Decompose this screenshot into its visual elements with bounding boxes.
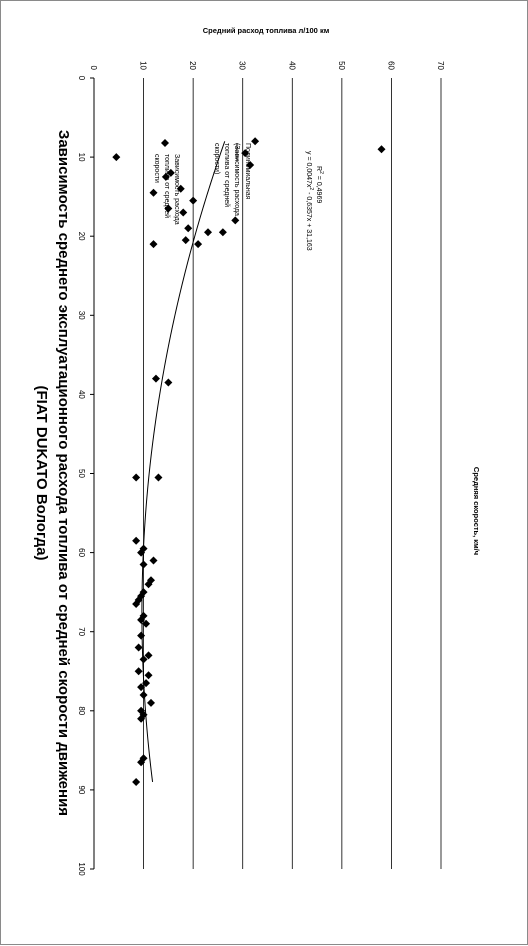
trend-line xyxy=(141,141,226,783)
data-point xyxy=(112,153,121,162)
x-axis-label: Средняя скорость, км/ч xyxy=(472,467,481,555)
data-point xyxy=(241,149,250,158)
grid-layer xyxy=(143,78,442,869)
y-tick-label: 30 xyxy=(238,61,247,70)
data-point xyxy=(142,619,151,628)
data-point xyxy=(139,655,148,664)
x-tick-label: 10 xyxy=(77,153,86,162)
data-point xyxy=(189,196,198,205)
data-point xyxy=(132,777,141,786)
x-tick-label: 90 xyxy=(77,785,86,794)
data-point xyxy=(144,651,153,660)
y-tick-label: 0 xyxy=(89,66,98,71)
data-point xyxy=(166,168,175,177)
data-point xyxy=(149,240,158,249)
x-tick-label: 70 xyxy=(77,627,86,636)
data-point xyxy=(147,698,156,707)
data-point xyxy=(251,137,260,146)
x-tick-label: 30 xyxy=(77,311,86,320)
data-point xyxy=(137,758,146,767)
data-point xyxy=(149,188,158,197)
trend-layer xyxy=(141,141,226,783)
x-tick-label: 40 xyxy=(77,390,86,399)
data-point xyxy=(164,378,173,387)
data-point xyxy=(164,204,173,213)
chart-rotated-group: Зависимость среднего эксплуатационного р… xyxy=(33,26,481,876)
data-point xyxy=(194,240,203,249)
y-tick-label: 50 xyxy=(337,61,346,70)
x-tick-label: 20 xyxy=(77,232,86,241)
legend: Зависимость расхода топлива от средней с… xyxy=(153,139,324,251)
x-tick-label: 80 xyxy=(77,706,86,715)
data-point xyxy=(161,172,170,181)
y-tick-label: 70 xyxy=(436,61,445,70)
data-point xyxy=(137,548,146,557)
x-tick-label: 60 xyxy=(77,548,86,557)
legend-marker-label: Зависимость расхода топлива от средней с… xyxy=(153,154,180,227)
legend-trend-label: Полиномиальная (Зависимость расхода топл… xyxy=(213,143,251,218)
data-point xyxy=(246,161,255,170)
point-layer xyxy=(112,137,386,786)
data-point xyxy=(154,473,163,482)
x-tick-label: 100 xyxy=(77,862,86,876)
trend-r-squared: R2 = 0,4969 xyxy=(315,166,324,203)
y-tick-label: 60 xyxy=(386,61,395,70)
data-point xyxy=(137,631,146,640)
tick-layer: 0 10 20 30 40 50 60 70 0 10 20 30 40 50 60 70 80 90 100 xyxy=(77,61,445,876)
data-point xyxy=(139,560,148,569)
chart-title: Зависимость среднего эксплуатационного р… xyxy=(55,130,72,816)
chart-subtitle: (FIAT DUKATO Вологда) xyxy=(33,386,50,561)
data-point xyxy=(134,667,143,676)
y-tick-label: 10 xyxy=(139,61,148,70)
data-point xyxy=(144,580,153,589)
data-point xyxy=(134,643,143,652)
data-point xyxy=(149,556,158,565)
axis-layer xyxy=(90,77,95,870)
y-tick-label: 20 xyxy=(188,61,197,70)
data-point xyxy=(139,690,148,699)
data-point xyxy=(137,615,146,624)
x-tick-label: 50 xyxy=(77,469,86,478)
data-point xyxy=(137,683,146,692)
data-point xyxy=(132,600,141,609)
data-point xyxy=(204,228,213,237)
data-point xyxy=(137,714,146,723)
data-point xyxy=(132,536,141,545)
x-tick-label: 0 xyxy=(77,76,86,81)
data-point xyxy=(144,671,153,680)
data-point xyxy=(151,374,160,383)
legend-diamond-marker xyxy=(161,139,169,147)
data-point xyxy=(132,473,141,482)
y-tick-label: 40 xyxy=(287,61,296,70)
data-point xyxy=(218,228,227,237)
data-point xyxy=(179,208,188,217)
data-point xyxy=(142,679,151,688)
data-point xyxy=(184,224,193,233)
data-point xyxy=(231,216,240,225)
trend-equation: y = 0,0047x2 - 0,6357x + 31,163 xyxy=(305,151,314,251)
data-point xyxy=(377,145,386,154)
data-point xyxy=(181,236,190,245)
data-point xyxy=(176,184,185,193)
y-axis-label: Средний расход топлива л/100 км xyxy=(203,26,330,35)
